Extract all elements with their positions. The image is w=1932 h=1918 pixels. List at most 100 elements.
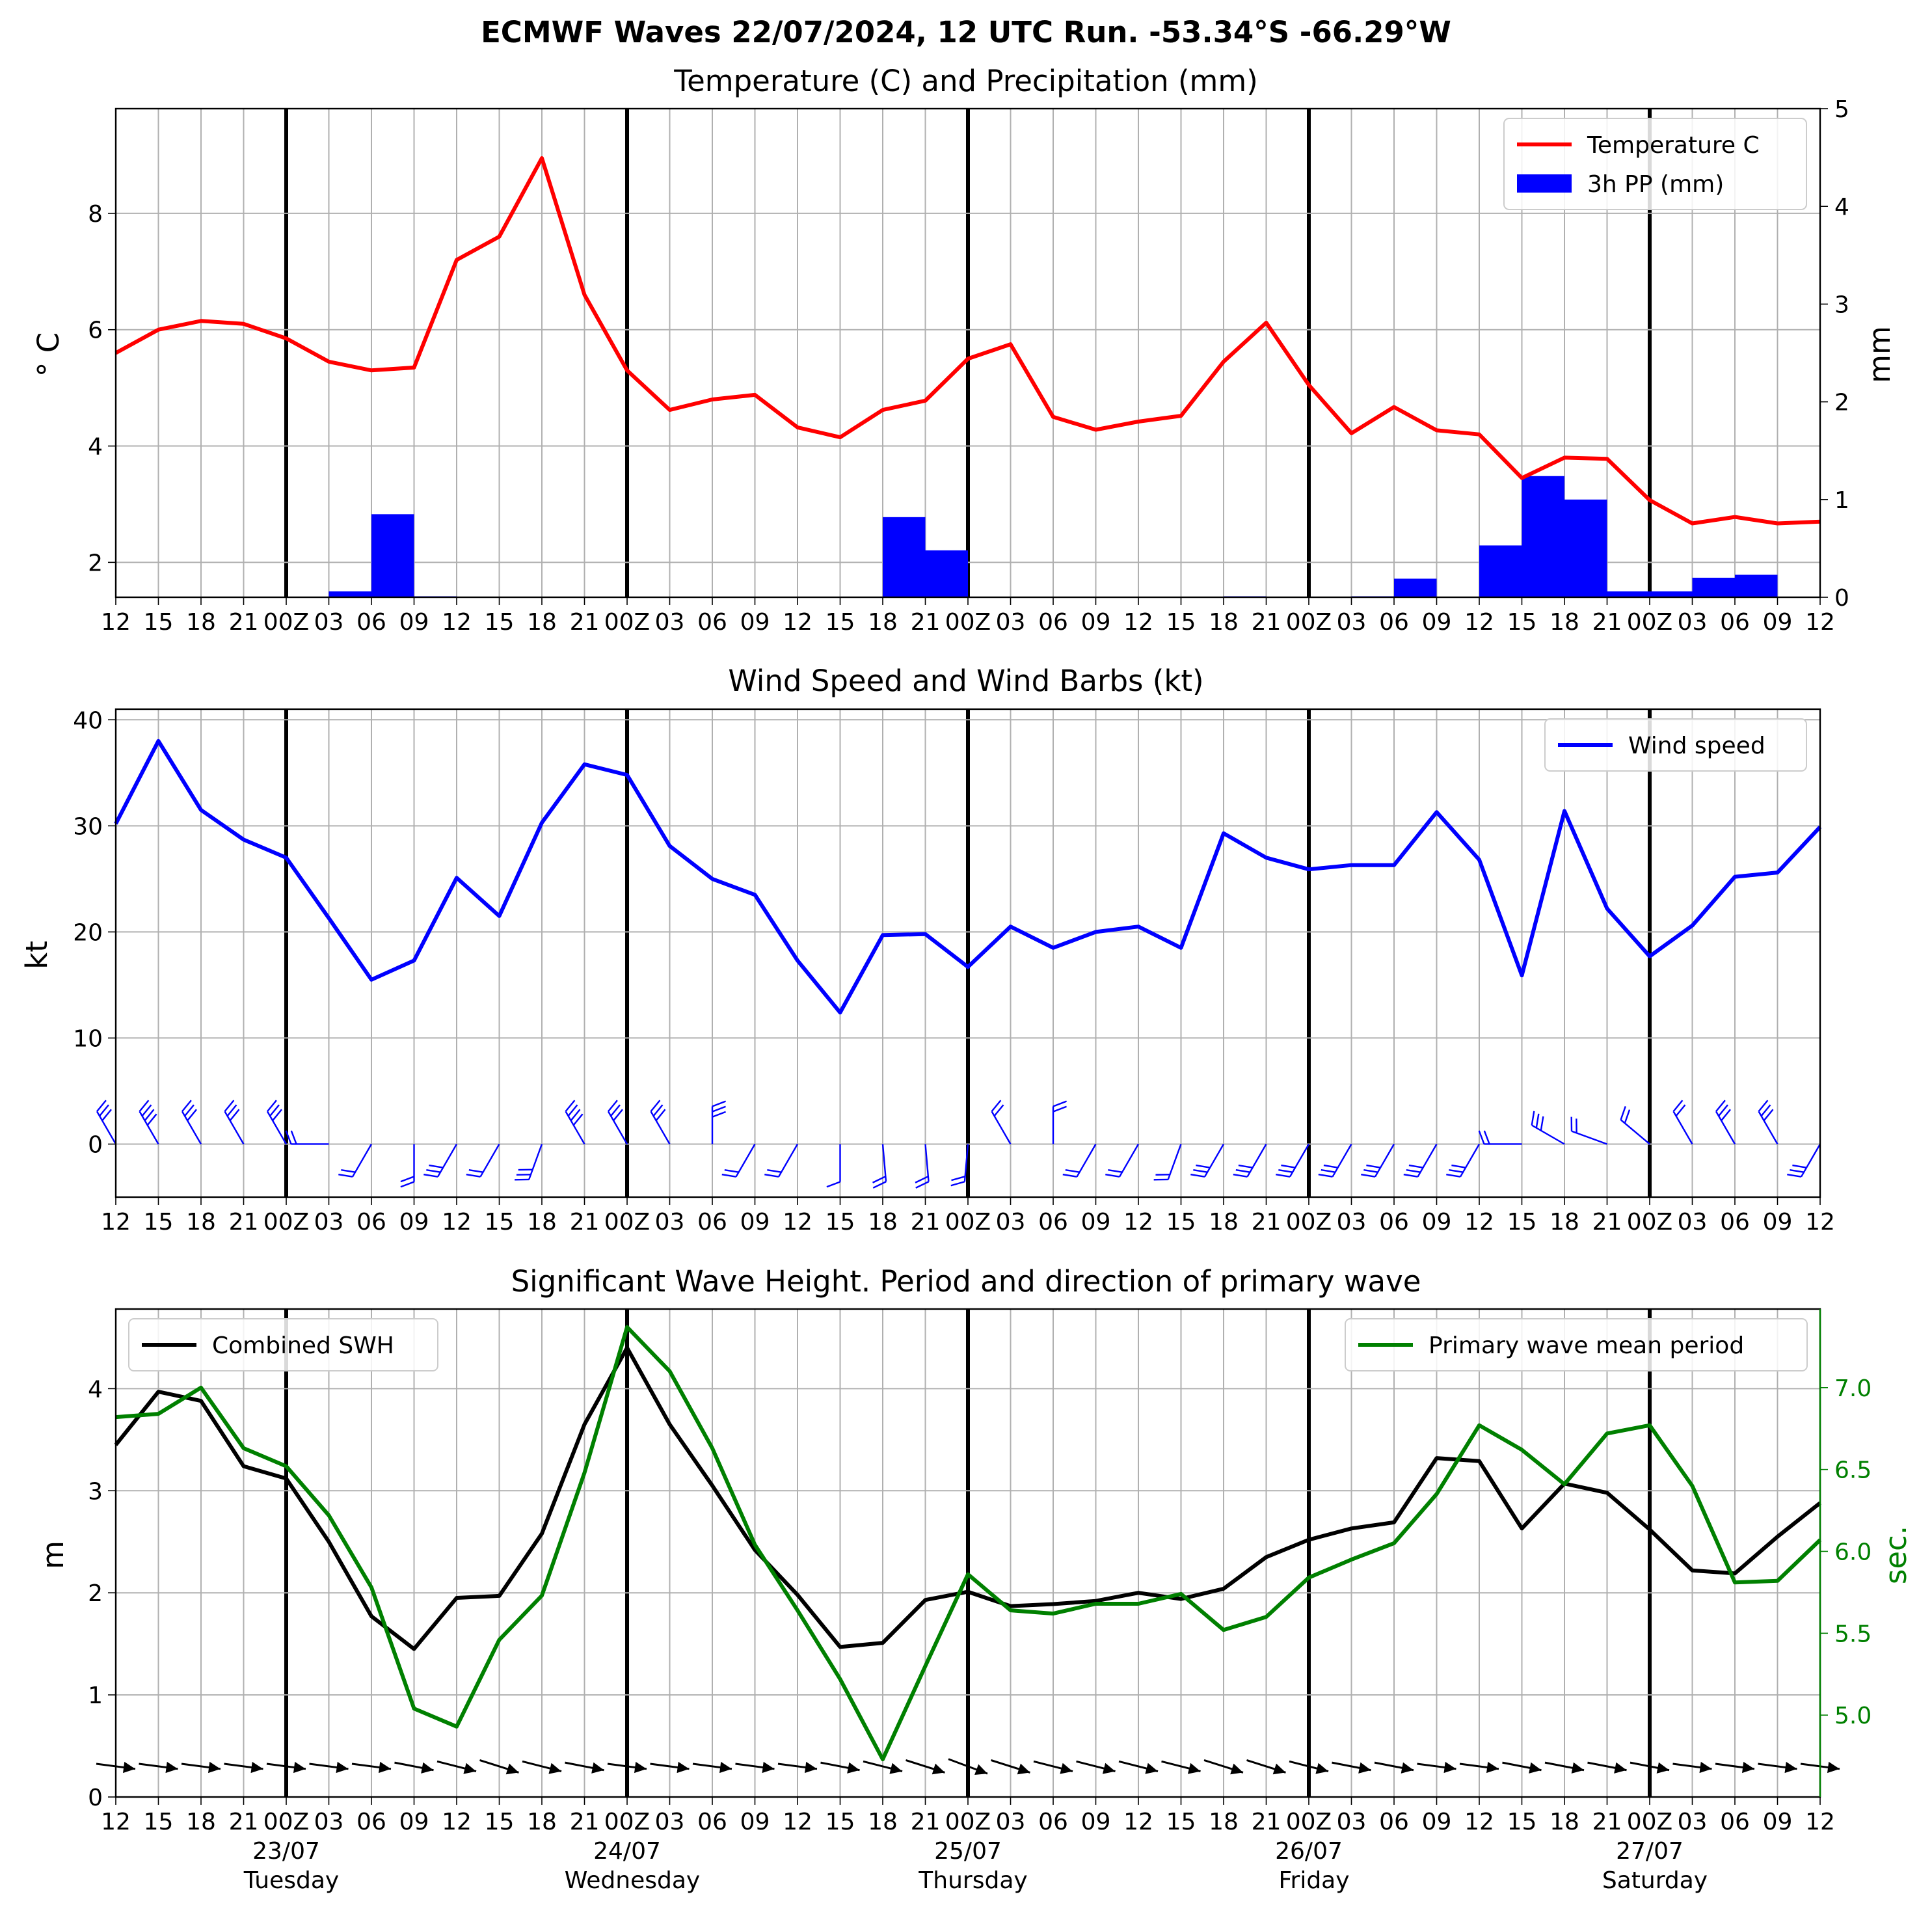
wind-barb — [285, 1130, 329, 1145]
p3-xtick-label: 00Z — [945, 1809, 991, 1835]
wind-barb-feather — [1190, 1173, 1205, 1178]
wind-barb-feather — [101, 1109, 112, 1122]
wind-barb-feather — [181, 1100, 192, 1113]
wind-barb-feather — [1451, 1164, 1466, 1168]
wind-barb — [650, 1100, 671, 1145]
wind-barb — [1105, 1143, 1140, 1178]
wind-barb-shaft — [1118, 1143, 1140, 1178]
wind-barb-feather — [655, 1109, 666, 1122]
wave-arrow-head — [719, 1761, 732, 1774]
p1-ytick-right-label: 0 — [1834, 585, 1849, 612]
wind-barb-feather — [267, 1100, 277, 1113]
panel2-title: Wind Speed and Wind Barbs (kt) — [728, 664, 1203, 698]
p2-xtick-label: 15 — [144, 1209, 174, 1236]
p1-xtick-label: 09 — [1422, 609, 1452, 636]
wind-barb-feather — [1675, 1104, 1686, 1117]
wind-barb-feather — [1624, 1109, 1631, 1124]
wind-barb-feather — [285, 1130, 292, 1144]
wind-barb-shaft — [1800, 1143, 1821, 1178]
wind-barb — [711, 1100, 726, 1144]
p2-xtick-label: 12 — [101, 1209, 131, 1236]
wind-barb — [1787, 1143, 1821, 1178]
p1-xtick-label: 18 — [186, 609, 216, 636]
wind-barb-feather — [141, 1104, 152, 1117]
wave-arrow-head — [1102, 1763, 1116, 1774]
wind-barb-shaft — [607, 1111, 628, 1145]
wave-direction-arrow — [1076, 1760, 1116, 1774]
wind-barb-feather — [1366, 1164, 1381, 1168]
wave-arrow-head — [889, 1763, 902, 1774]
wind-barb-feather — [1235, 1168, 1250, 1173]
p3-xtick-label: 18 — [1550, 1809, 1579, 1835]
wind-barb-feather — [468, 1168, 483, 1173]
p1-xtick-label: 18 — [868, 609, 898, 636]
panel1-ylabel: ° C — [31, 332, 66, 377]
p3-xtick-label: 06 — [356, 1809, 386, 1835]
p1-ytick-label: 4 — [88, 434, 103, 461]
wind-barb-shaft — [963, 1144, 969, 1182]
wind-barb — [1446, 1143, 1481, 1178]
p3-ytick-label: 1 — [88, 1682, 103, 1709]
p2-xtick-label: 03 — [1337, 1209, 1367, 1236]
wind-barb-feather — [712, 1100, 726, 1107]
wave-arrow-head — [421, 1762, 434, 1774]
wind-barb-shaft — [1715, 1111, 1736, 1145]
wind-barb-feather — [1406, 1168, 1421, 1173]
p3-ytick-label: 2 — [88, 1580, 103, 1607]
wind-barb-feather — [229, 1109, 240, 1122]
wave-arrow-head — [932, 1763, 945, 1775]
p1-xtick-label: 06 — [1720, 609, 1750, 636]
wave-direction-arrow — [735, 1761, 775, 1774]
wind-barb-feather — [224, 1100, 235, 1113]
p3-xtick-label: 21 — [911, 1809, 941, 1835]
wind-barb — [224, 1100, 245, 1145]
p1-xtick-label: 15 — [825, 609, 855, 636]
p1-xtick-label: 21 — [229, 609, 259, 636]
wave-direction-arrow — [1544, 1761, 1585, 1774]
wind-barb-feather — [1718, 1104, 1728, 1117]
p1-xtick-label: 06 — [1038, 609, 1068, 636]
wave-arrow-head — [1827, 1761, 1840, 1774]
p3-ytick-right-label: 6.5 — [1834, 1457, 1872, 1484]
p1-ytick-right-label: 2 — [1834, 390, 1849, 416]
p1-legend-label: Temperature C — [1587, 132, 1760, 159]
wind-barb-shaft — [528, 1144, 543, 1180]
wind-barb-shaft — [565, 1111, 585, 1145]
swh-line — [114, 1345, 1821, 1651]
p2-xtick-label: 18 — [186, 1209, 216, 1236]
wind-barb-feather — [572, 1113, 584, 1126]
precip-bar — [1607, 591, 1650, 597]
p3-xtick-label: 18 — [186, 1809, 216, 1835]
wind-barb-feather — [1105, 1173, 1120, 1178]
wind-barb — [721, 1143, 756, 1178]
p2-xtick-label: 15 — [825, 1209, 855, 1236]
p2-xtick-label: 12 — [1464, 1209, 1494, 1236]
wave-arrow-head — [548, 1763, 561, 1774]
wave-direction-arrow — [820, 1761, 860, 1774]
wind-barb-shaft — [1417, 1143, 1438, 1178]
day-date-label: 26/07 — [1275, 1838, 1343, 1865]
wind-barb-shaft — [881, 1144, 887, 1182]
wind-barb-feather — [567, 1104, 578, 1117]
wave-direction-arrow — [1246, 1759, 1286, 1775]
p2-xtick-label: 00Z — [945, 1209, 991, 1236]
wind-barb — [915, 1144, 930, 1189]
wave-arrow-head — [1656, 1762, 1669, 1774]
wave-arrow-head — [250, 1761, 263, 1774]
wave-direction-arrow — [1417, 1761, 1456, 1774]
p2-xtick-label: 09 — [399, 1209, 429, 1236]
wind-barb-feather — [1053, 1105, 1067, 1113]
p2-xtick-label: 21 — [1252, 1209, 1281, 1236]
wave-direction-arrow — [139, 1761, 178, 1774]
wave-direction-arrow — [991, 1759, 1030, 1775]
p1-legend-box — [1503, 118, 1807, 210]
wind-barb-feather — [1531, 1111, 1535, 1126]
p1-frame — [114, 107, 1821, 599]
p3-left-legend-label: Combined SWH — [212, 1332, 394, 1359]
wind-barb-feather — [139, 1100, 150, 1113]
wind-barb-shaft — [1620, 1119, 1650, 1145]
p3-right-legend-box — [1345, 1318, 1808, 1371]
wave-direction-arrow — [607, 1761, 647, 1774]
